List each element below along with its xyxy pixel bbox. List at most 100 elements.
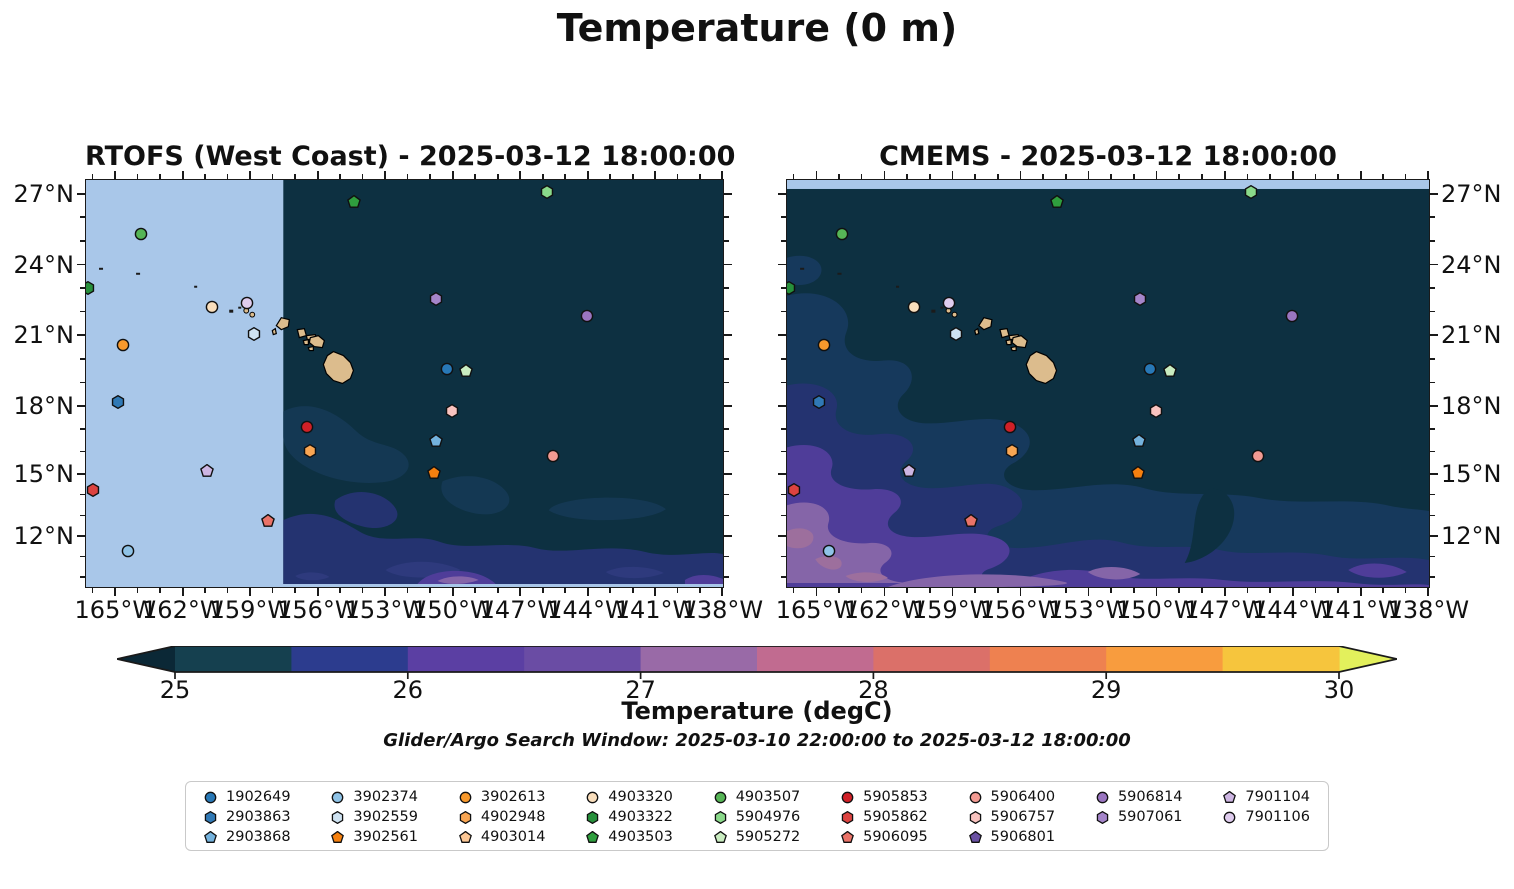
- x-tick-label: 147°W: [1184, 596, 1266, 624]
- tick-mark: [1430, 263, 1438, 266]
- legend-entry-5906400: 5906400: [969, 787, 1055, 807]
- y-tick-label: 21°N: [13, 321, 75, 350]
- legend-float-id: 1902649: [226, 789, 291, 805]
- tick-mark: [1042, 174, 1044, 179]
- float-marker-4902948: [303, 443, 317, 459]
- tick-mark: [1314, 174, 1317, 179]
- tick-mark: [1430, 493, 1435, 496]
- legend-column: 4903320 4903322 4903503: [586, 787, 673, 847]
- tick-mark: [80, 216, 85, 219]
- tick-mark: [1223, 171, 1226, 179]
- tick-mark: [928, 588, 931, 593]
- legend-entry-4903014: 4903014: [458, 827, 546, 847]
- x-tick-label: 165°W: [775, 596, 858, 624]
- legend-entry-2903863: 2903863: [204, 807, 291, 827]
- legend-entry-5906814: 5906814: [1096, 787, 1183, 807]
- tick-mark: [781, 240, 786, 242]
- tick-mark: [1133, 174, 1135, 179]
- y-tick-label: 24°N: [1441, 250, 1502, 279]
- tick-mark: [781, 381, 786, 384]
- legend-float-id: 5906757: [990, 809, 1056, 825]
- tick-mark: [676, 174, 679, 179]
- tick-mark: [1110, 588, 1113, 593]
- tick-mark: [474, 588, 476, 593]
- tick-mark: [860, 174, 863, 179]
- y-tick-label: 15°N: [13, 460, 75, 489]
- tick-mark: [1337, 588, 1339, 593]
- tick-mark: [80, 381, 85, 384]
- tick-mark: [1430, 310, 1435, 313]
- float-id-legend: 1902649 2903863 2903868 3902374 3902559 39025…: [185, 781, 1329, 851]
- float-marker-5905853: [1003, 419, 1017, 434]
- float-marker-2903868: [1132, 433, 1147, 448]
- hexagon-marker-icon: [332, 810, 344, 824]
- legend-entry-3902613: 3902613: [459, 787, 545, 807]
- legend-entry-5905853: 5905853: [841, 787, 928, 807]
- cmems-temperature-field: [787, 180, 1429, 587]
- x-tick-label: 153°W: [344, 596, 427, 624]
- tick-mark: [781, 310, 786, 313]
- colorbar-tick-label: 29: [1090, 676, 1122, 704]
- legend-float-id: 4903014: [480, 829, 546, 845]
- float-marker-5906095: [963, 513, 978, 528]
- tick-mark: [114, 171, 116, 179]
- legend-float-id: 3902561: [353, 829, 418, 845]
- x-tick-label: 165°W: [74, 596, 157, 624]
- tick-mark: [80, 287, 85, 289]
- legend-entry-5906757: 5906757: [969, 807, 1056, 827]
- x-tick-label: 162°W: [142, 596, 224, 624]
- legend-entry-4903322: 4903322: [586, 807, 673, 827]
- tick-mark: [724, 240, 729, 242]
- tick-mark: [77, 263, 85, 266]
- tick-mark: [781, 576, 786, 578]
- legend-float-id: 2903868: [226, 829, 291, 845]
- float-marker-5906757: [445, 403, 459, 419]
- tick-mark: [1404, 588, 1407, 593]
- tick-mark: [724, 381, 729, 384]
- tick-mark: [654, 171, 657, 179]
- float-marker-4903503: [346, 194, 361, 208]
- tick-mark: [564, 174, 567, 179]
- tick-mark: [724, 514, 729, 517]
- tick-mark: [271, 174, 274, 179]
- float-marker-5904976: [540, 184, 554, 200]
- legend-entry-4903507: 4903507: [714, 787, 800, 807]
- legend-entry-5904976: 5904976: [714, 807, 801, 827]
- tick-mark: [906, 588, 908, 593]
- legend-float-id: 5904976: [735, 809, 801, 825]
- legend-column: 5906814 5907061: [1096, 787, 1183, 827]
- pentagon-marker-icon: [841, 830, 855, 843]
- tick-mark: [384, 171, 387, 179]
- tick-mark: [778, 263, 786, 266]
- tick-mark: [1223, 588, 1226, 596]
- pentagon-marker-icon: [968, 830, 982, 843]
- tick-mark: [792, 174, 795, 179]
- legend-column: 3902374 3902559 3902561: [331, 787, 418, 847]
- tick-mark: [724, 473, 732, 475]
- colorbar-tick-labels: 25 26 27 28 29 30: [117, 676, 1397, 704]
- legend-float-id: 5906095: [863, 829, 928, 845]
- tick-mark: [1314, 588, 1317, 593]
- tick-mark: [724, 576, 729, 578]
- x-tick-label: 159°W: [911, 596, 994, 624]
- cmems-panel-title: CMEMS - 2025-03-12 18:00:00: [879, 141, 1337, 172]
- tick-mark: [883, 171, 886, 179]
- legend-entry-3902561: 3902561: [331, 827, 418, 847]
- tick-mark: [883, 588, 886, 596]
- tick-mark: [77, 192, 85, 195]
- cmems-map-panel: 165°W 162°W 159°W 156°W 153°W 150°W 147°W 144°W…: [776, 171, 1502, 624]
- tick-mark: [781, 450, 786, 453]
- tick-mark: [1042, 588, 1044, 593]
- legend-entry-5906801: 5906801: [968, 827, 1055, 847]
- tick-mark: [781, 493, 786, 496]
- tick-mark: [860, 588, 863, 593]
- tick-mark: [204, 174, 206, 179]
- float-marker-1902649: [1143, 361, 1157, 376]
- legend-entry-2903868: 2903868: [204, 827, 291, 847]
- legend-entry-4903503: 4903503: [586, 827, 673, 847]
- tick-mark: [609, 174, 612, 179]
- tick-mark: [1110, 174, 1113, 179]
- tick-mark: [1291, 588, 1294, 596]
- rtofs-float-markers: [86, 180, 723, 587]
